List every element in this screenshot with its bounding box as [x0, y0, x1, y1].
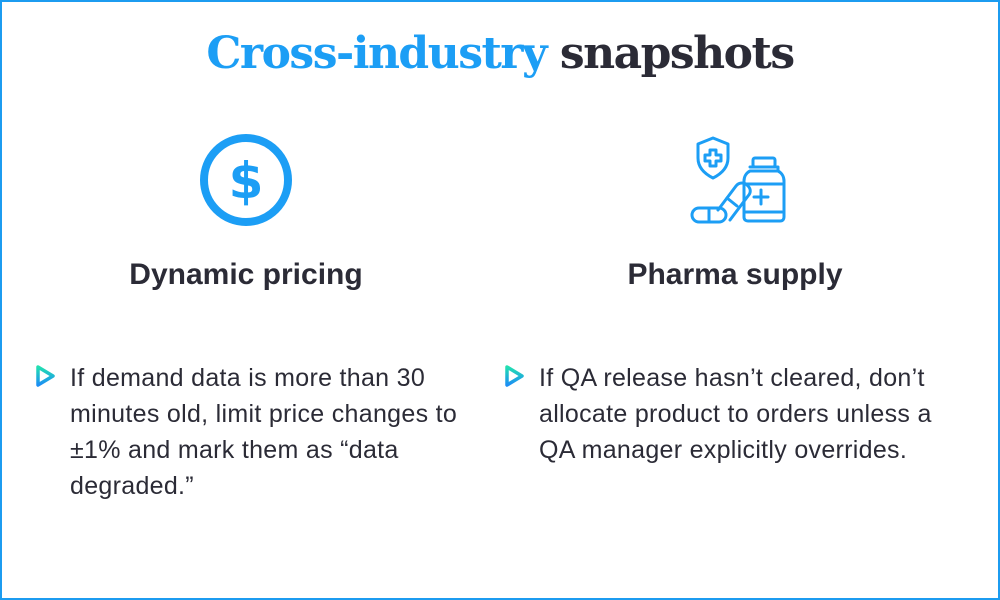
bullet-item: If demand data is more than 30 minutes o… — [34, 360, 494, 504]
title-accent: Cross-industry — [206, 28, 547, 79]
bullet-text: If demand data is more than 30 minutes o… — [70, 364, 458, 500]
title-rest: snapshots — [559, 28, 795, 79]
page-title: Cross-industry snapshots — [0, 28, 1000, 79]
play-bullet-icon — [505, 365, 524, 387]
play-bullet-icon — [36, 365, 55, 387]
bullet-item: If QA release hasn’t cleared, don’t allo… — [503, 360, 973, 468]
pharma-icon — [690, 136, 786, 224]
dollar-circle-icon: $ — [200, 134, 292, 226]
svg-text:$: $ — [229, 152, 264, 210]
bullet-text: If QA release hasn’t cleared, don’t allo… — [539, 364, 932, 464]
column-heading: Dynamic pricing — [129, 258, 363, 291]
column-heading: Pharma supply — [627, 258, 843, 291]
